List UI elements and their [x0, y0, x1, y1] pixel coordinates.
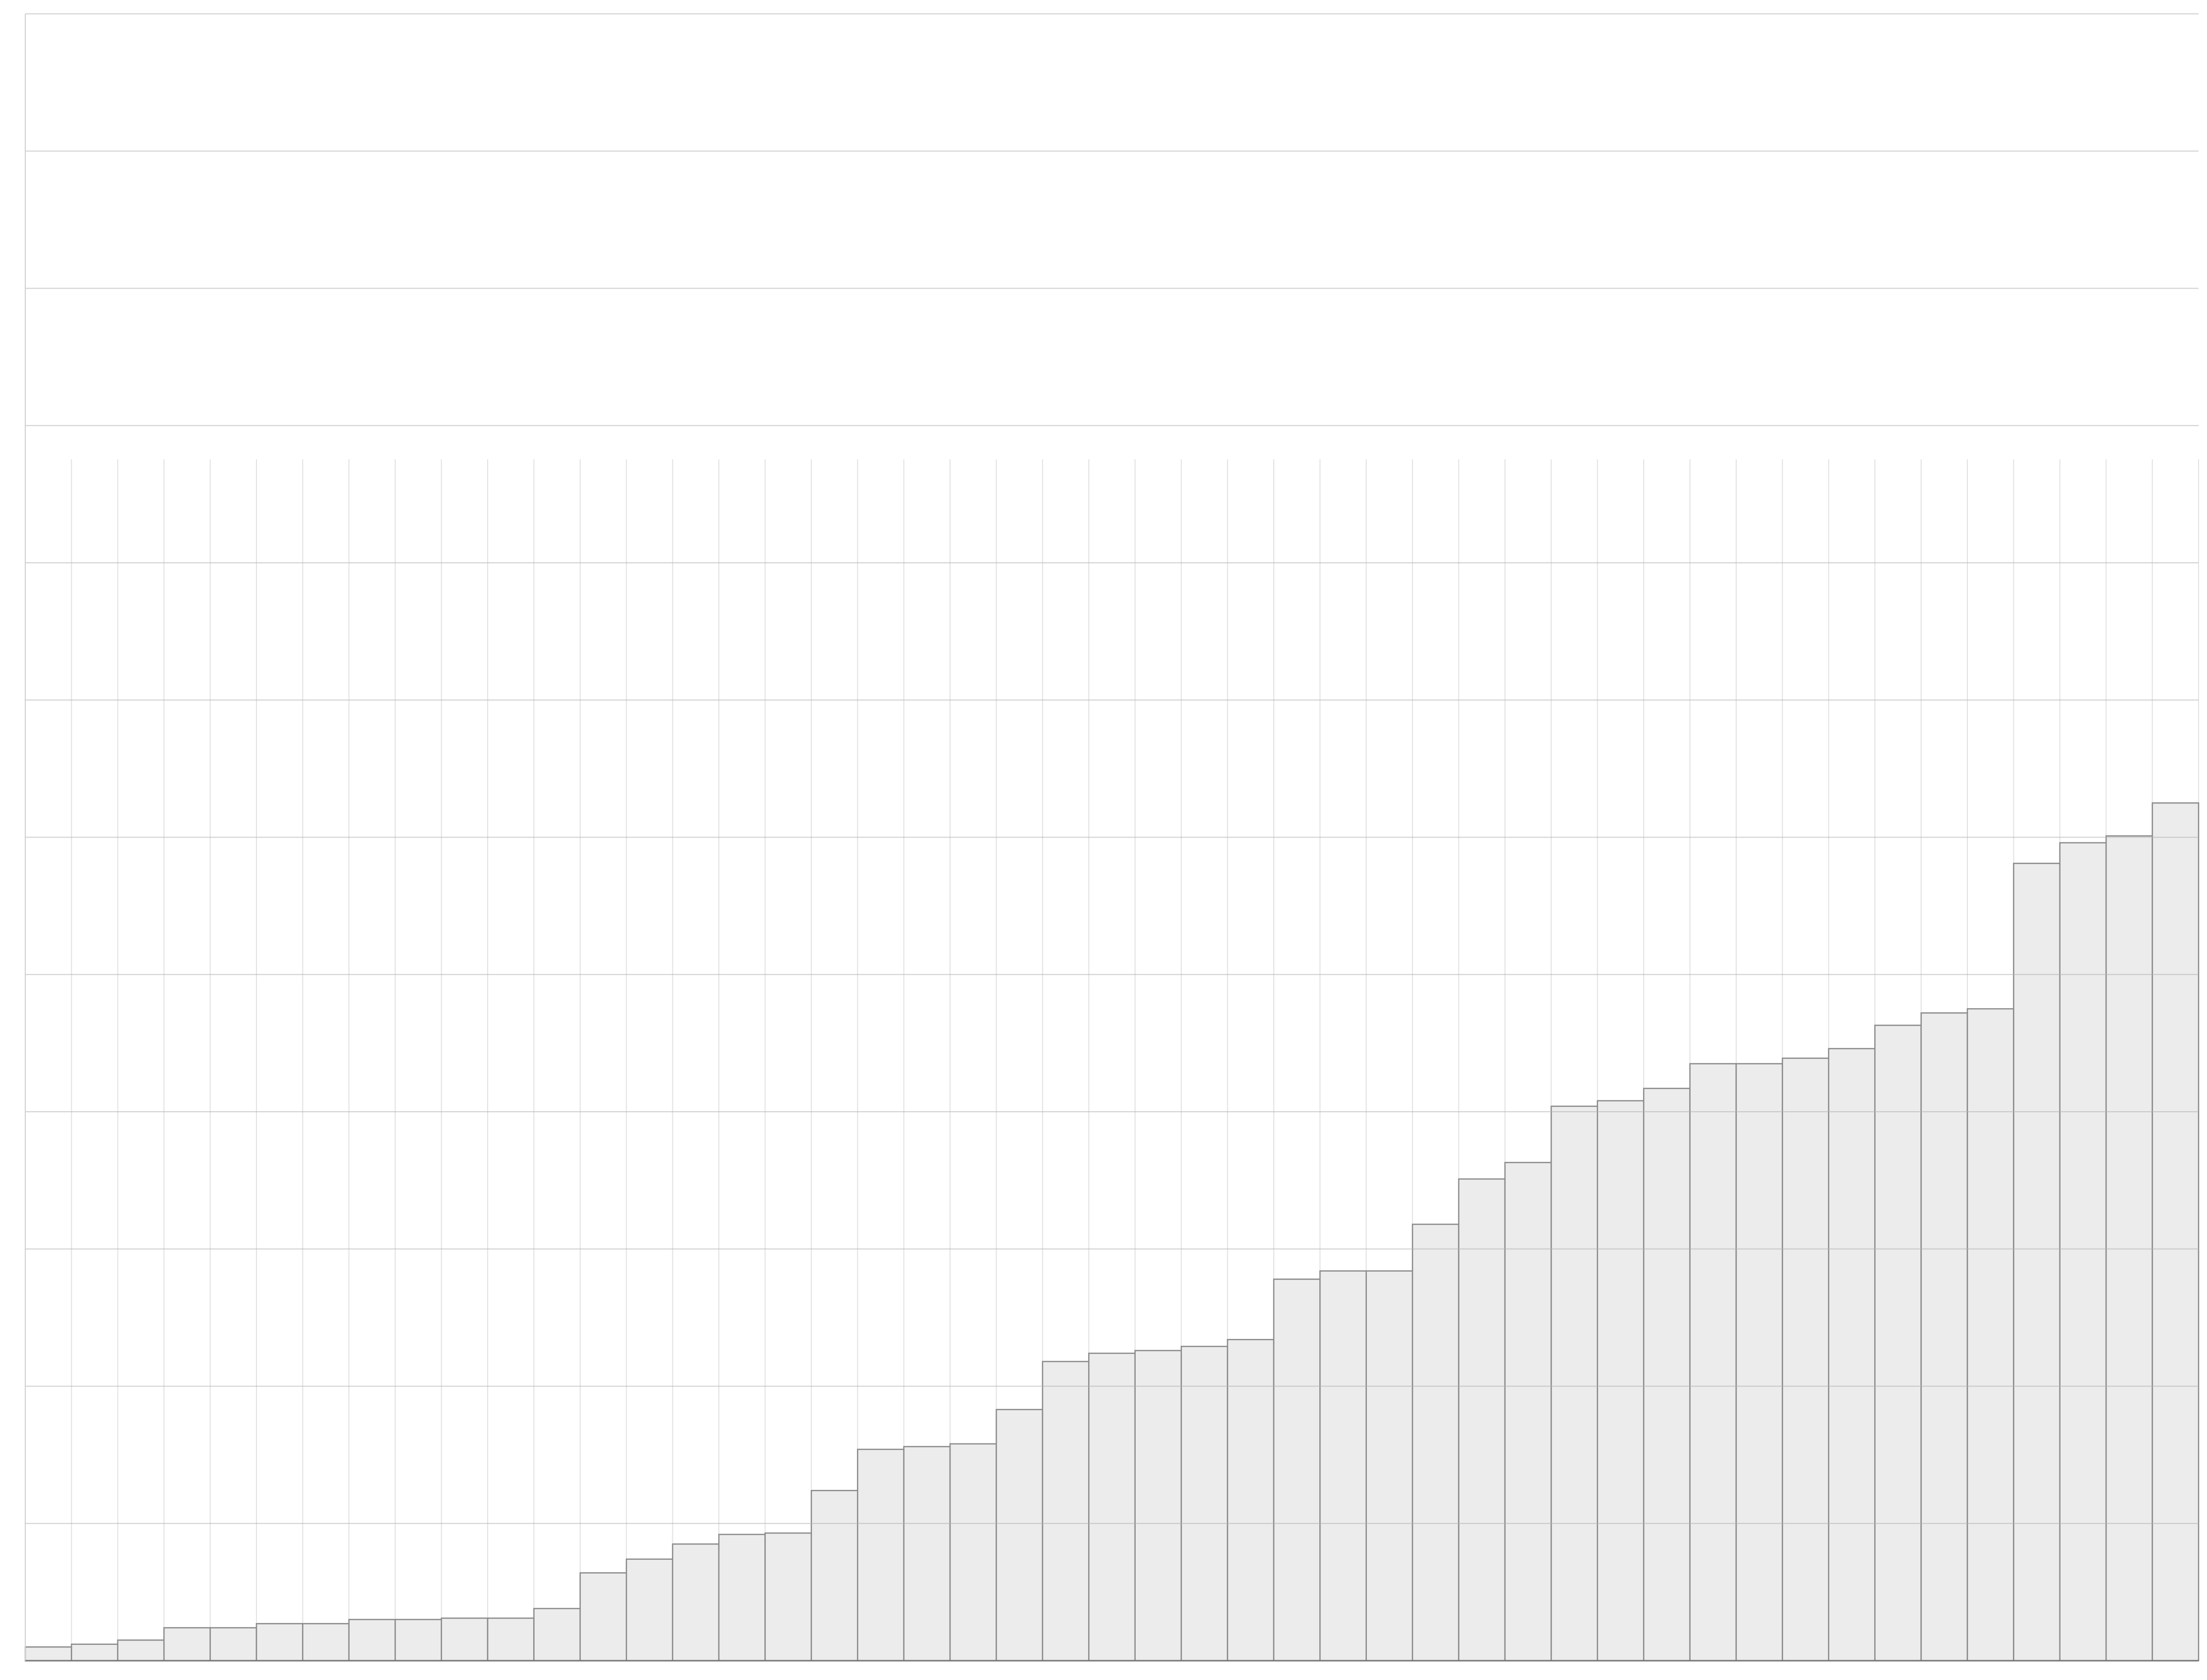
bar — [1920, 1012, 1968, 1662]
bar — [857, 1448, 904, 1662]
bar — [903, 1446, 951, 1662]
bar — [394, 1619, 442, 1662]
bar — [2105, 835, 2153, 1662]
bar — [1319, 1270, 1367, 1662]
bar — [1782, 1057, 1830, 1662]
bar — [949, 1443, 997, 1662]
bar — [1828, 1048, 1876, 1662]
bar — [1597, 1100, 1645, 1662]
bar — [71, 1643, 119, 1662]
bar — [672, 1543, 720, 1662]
bar — [163, 1627, 211, 1662]
bar — [487, 1617, 535, 1662]
bar — [1874, 1025, 1922, 1662]
bar — [1735, 1063, 1783, 1662]
bar — [348, 1619, 396, 1662]
bar — [1134, 1350, 1182, 1662]
bar — [718, 1533, 766, 1662]
bar — [1411, 1224, 1459, 1662]
bar — [1042, 1361, 1090, 1662]
bar — [117, 1639, 165, 1662]
bar — [209, 1627, 257, 1662]
bar — [441, 1617, 489, 1662]
bar — [255, 1623, 303, 1662]
bar — [1227, 1338, 1275, 1662]
bar — [1180, 1345, 1228, 1662]
bar — [1643, 1087, 1691, 1662]
bar — [533, 1608, 581, 1662]
bar — [810, 1489, 858, 1662]
bar — [996, 1409, 1044, 1662]
bar — [1504, 1162, 1552, 1662]
bar — [579, 1572, 627, 1662]
bar — [764, 1532, 812, 1662]
bar — [1273, 1278, 1321, 1662]
bar — [1689, 1063, 1737, 1662]
bar — [1458, 1178, 1506, 1662]
bar — [2152, 802, 2200, 1662]
bar — [1551, 1105, 1598, 1662]
bar — [2013, 862, 2061, 1662]
bar — [1966, 1008, 2014, 1662]
bar — [1088, 1352, 1136, 1662]
bar — [1365, 1270, 1413, 1662]
bar — [2059, 842, 2107, 1662]
bar — [626, 1558, 673, 1662]
bar — [24, 1646, 72, 1662]
bar — [302, 1623, 350, 1662]
